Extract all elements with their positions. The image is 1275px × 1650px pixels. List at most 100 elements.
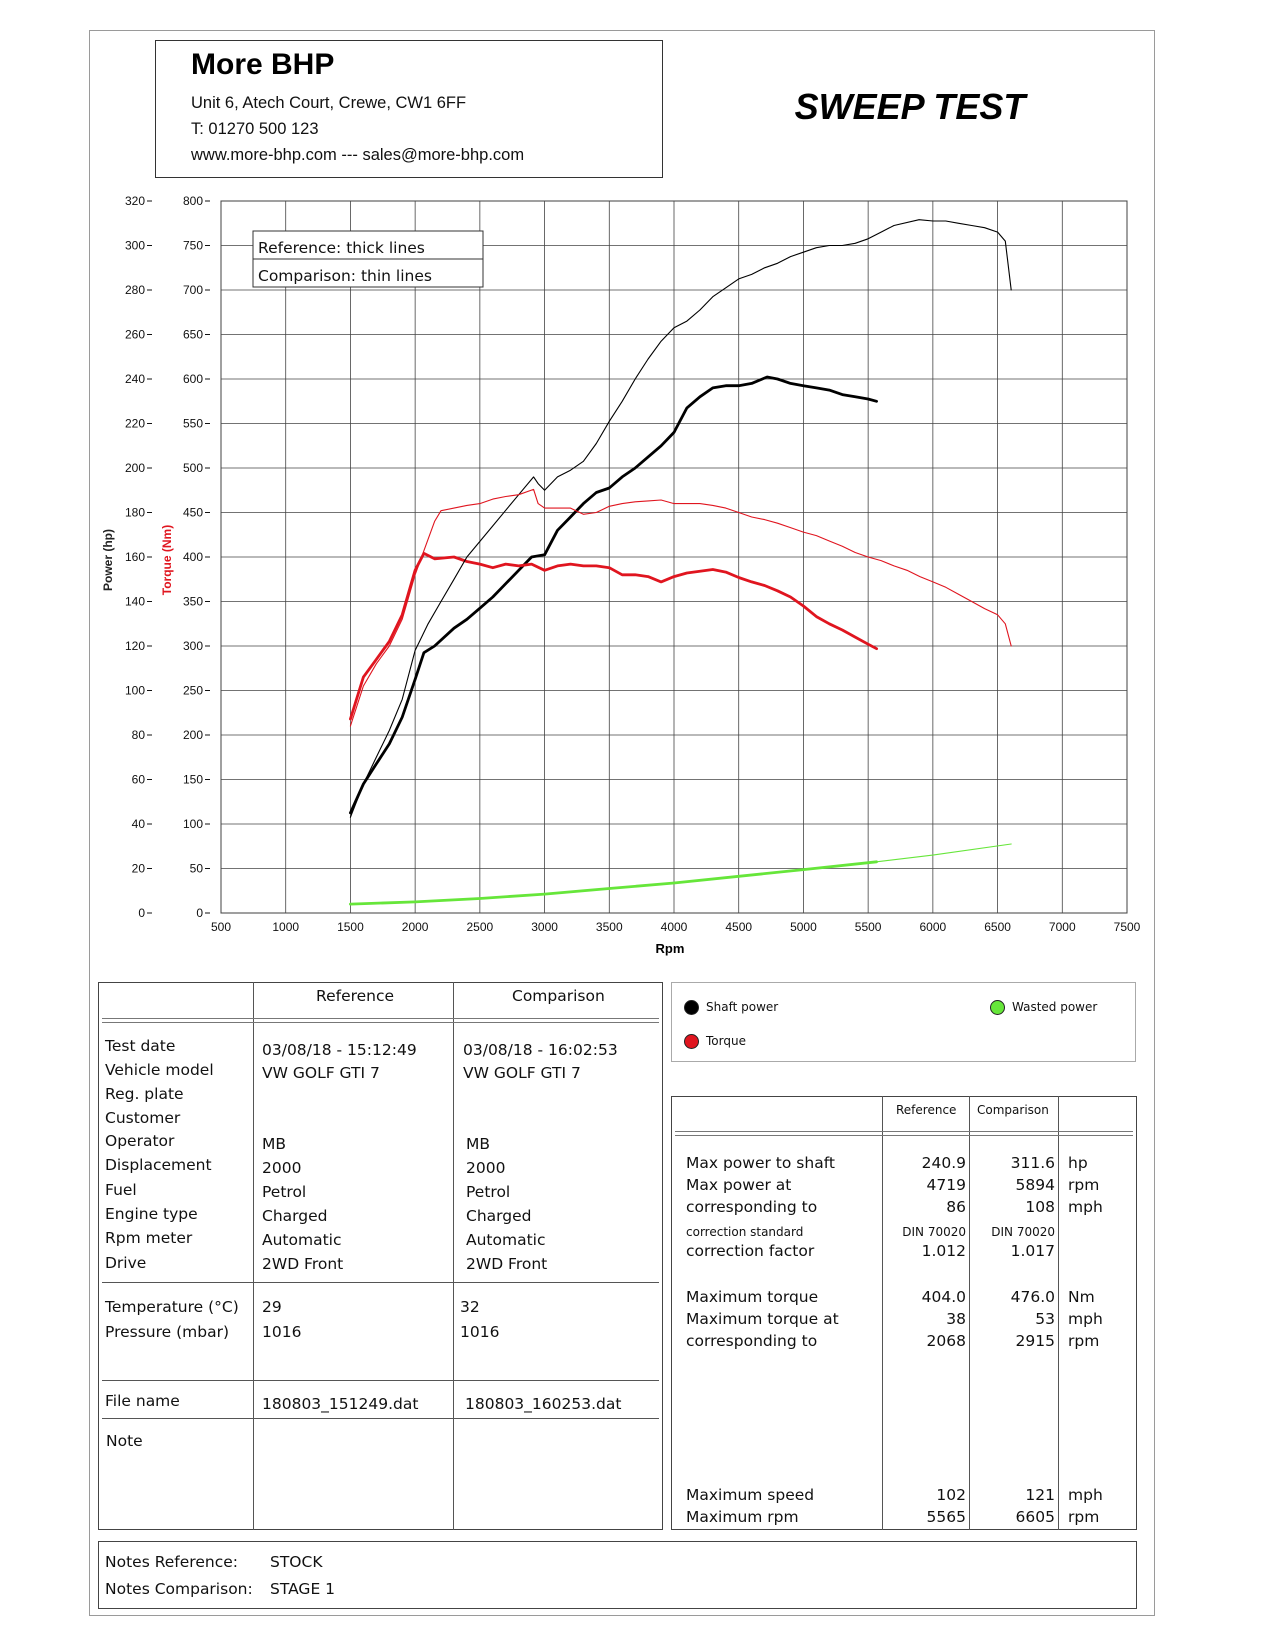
info-comparison-displacement: 2000: [466, 1159, 506, 1177]
power-tick-label: 220: [125, 417, 145, 431]
result-unit: mph: [1068, 1486, 1103, 1504]
wasted-power-swatch: [990, 1000, 1005, 1015]
power-tick-label: 320: [125, 194, 145, 208]
result-unit: mph: [1068, 1310, 1103, 1328]
x-tick-label: 2500: [467, 920, 494, 934]
company-name: More BHP: [191, 48, 335, 81]
torque-tick-label: 650: [183, 328, 203, 342]
result-label: corresponding to: [686, 1198, 818, 1216]
chart-grid: [220, 200, 1128, 914]
torque-tick-label: 700: [183, 283, 203, 297]
result-unit: Nm: [1068, 1288, 1095, 1306]
results-table: [671, 1096, 1137, 1530]
x-tick-label: 4500: [725, 920, 752, 934]
x-tick-label: 7500: [1114, 920, 1141, 934]
torque-tick-label: 0: [196, 906, 203, 920]
power-tick-label: 100: [125, 684, 145, 698]
info-table-rule-1: [102, 1282, 659, 1283]
info-reference-displacement: 2000: [262, 1159, 302, 1177]
result-reference-value: 4719: [926, 1176, 966, 1194]
info-label-operator: Operator: [105, 1132, 175, 1150]
x-tick-label: 3000: [531, 920, 558, 934]
info-reference-test-date: 03/08/18 - 15:12:49: [262, 1041, 417, 1059]
pressure-reference: 1016: [262, 1323, 302, 1341]
result-reference-value: 38: [946, 1310, 966, 1328]
x-tick-label: 2000: [402, 920, 429, 934]
file-name-reference: 180803_151249.dat: [262, 1395, 419, 1413]
power-tick-label: 160: [125, 550, 145, 564]
chart-series: [348, 219, 1012, 906]
info-label-vehicle-model: Vehicle model: [105, 1061, 214, 1079]
company-phone: T: 01270 500 123: [191, 120, 319, 138]
result-reference-value: 2068: [926, 1332, 966, 1350]
torque-tick-label: 300: [183, 639, 203, 653]
torque-tick-label: 400: [183, 550, 203, 564]
power-tick-label: 200: [125, 461, 145, 475]
result-comparison-value: 5894: [1015, 1176, 1055, 1194]
temperature-label: Temperature (°C): [105, 1298, 239, 1316]
info-reference-vehicle-model: VW GOLF GTI 7: [262, 1064, 380, 1082]
torque-tick-label: 550: [183, 417, 203, 431]
info-label-customer: Customer: [105, 1109, 181, 1127]
result-label: Maximum torque at: [686, 1310, 839, 1328]
chart-line-style-legend: Reference: thick lines Comparison: thin …: [252, 230, 484, 288]
x-tick-label: 3500: [596, 920, 623, 934]
result-reference-value: DIN 70020: [902, 1225, 966, 1239]
info-table-col-divider-1: [253, 982, 254, 1530]
shaft-power-reference-line: [348, 375, 878, 815]
company-header-box: [155, 40, 663, 178]
result-comparison-value: 1.017: [1010, 1242, 1055, 1260]
vehicle-info-table: [98, 982, 663, 1530]
torque-comparison-line: [349, 488, 1012, 727]
result-comparison-value: 476.0: [1010, 1288, 1055, 1306]
wasted-power-comparison-line: [876, 843, 1012, 863]
info-comparison-rpm-meter: Automatic: [466, 1231, 546, 1249]
result-comparison-value: 311.6: [1010, 1154, 1055, 1172]
info-comparison-fuel: Petrol: [466, 1183, 511, 1201]
result-reference-value: 1.012: [921, 1242, 966, 1260]
x-tick-label: 6500: [984, 920, 1011, 934]
result-label: Maximum speed: [686, 1486, 815, 1504]
pressure-label: Pressure (mbar): [105, 1323, 230, 1341]
result-reference-value: 404.0: [921, 1288, 966, 1306]
note-label: Note: [106, 1432, 143, 1450]
torque-tick-label: 50: [190, 862, 204, 876]
dyno-chart: 500 1000 1500 2000 2500 3000 3500 4000 4500 5000 5…: [101, 194, 1141, 956]
report-title: SWEEP TEST: [794, 86, 1026, 127]
x-tick-label: 1500: [337, 920, 364, 934]
x-tick-label: 5000: [790, 920, 817, 934]
info-col-comparison: Comparison: [512, 987, 605, 1005]
torque-tick-label: 450: [183, 506, 203, 520]
power-tick-label: 40: [132, 817, 146, 831]
pressure-comparison: 1016: [460, 1323, 500, 1341]
result-comparison-value: 53: [1035, 1310, 1055, 1328]
power-tick-label: 20: [132, 862, 146, 876]
info-table-rule-3: [102, 1418, 659, 1419]
results-col-comparison: Comparison: [977, 1103, 1049, 1117]
result-comparison-value: DIN 70020: [991, 1225, 1055, 1239]
legend-comparison-text: Comparison: thin lines: [258, 267, 432, 285]
torque-tick-label: 250: [183, 684, 203, 698]
power-tick-label: 120: [125, 639, 145, 653]
power-tick-label: 0: [138, 906, 145, 920]
result-unit: mph: [1068, 1198, 1103, 1216]
torque-tick-label: 800: [183, 194, 203, 208]
result-label: Max power at: [686, 1176, 792, 1194]
info-table-rule-2: [102, 1380, 659, 1381]
info-reference-drive: 2WD Front: [262, 1255, 344, 1273]
result-label: Max power to shaft: [686, 1154, 835, 1172]
x-tick-label: 500: [211, 920, 231, 934]
result-reference-value: 5565: [926, 1508, 966, 1526]
notes-comparison-label: Notes Comparison:: [105, 1580, 253, 1598]
power-tick-label: 180: [125, 506, 145, 520]
info-label-engine-type: Engine type: [105, 1205, 198, 1223]
info-comparison-test-date: 03/08/18 - 16:02:53: [463, 1041, 618, 1059]
x-tick-label: 1000: [272, 920, 299, 934]
info-label-displacement: Displacement: [105, 1156, 212, 1174]
x-tick-label: 5500: [855, 920, 882, 934]
x-tick-label: 4000: [661, 920, 688, 934]
torque-tick-label: 150: [183, 773, 203, 787]
info-reference-fuel: Petrol: [262, 1183, 307, 1201]
result-comparison-value: 2915: [1015, 1332, 1055, 1350]
notes-comparison-value: STAGE 1: [270, 1580, 336, 1598]
